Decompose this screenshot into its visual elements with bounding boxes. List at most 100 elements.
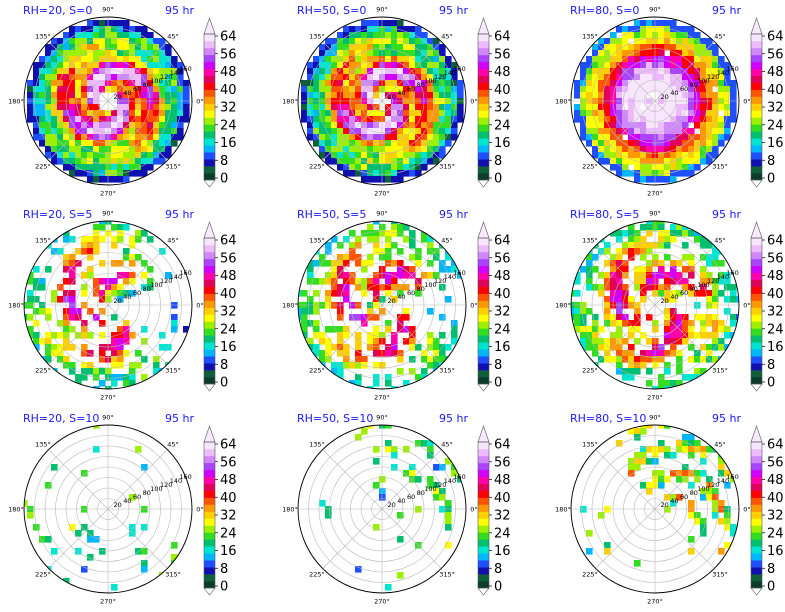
field-cell <box>664 326 671 333</box>
field-cell <box>403 56 410 63</box>
field-cell <box>367 308 374 315</box>
field-cell <box>445 92 452 99</box>
colorbar-tick-label: 0 <box>767 580 775 595</box>
field-cell <box>427 338 434 345</box>
field-cell <box>343 56 350 63</box>
field-cell <box>694 230 701 237</box>
field-cell <box>700 272 707 279</box>
field-cell <box>391 242 398 249</box>
field-cell <box>445 524 452 531</box>
field-cell <box>724 332 731 339</box>
field-cell <box>580 86 587 93</box>
colorbar-tick-label: 24 <box>220 526 237 541</box>
field-cell <box>349 110 356 117</box>
field-cell <box>39 92 46 99</box>
field-cell <box>610 146 617 153</box>
field-cell <box>682 134 689 141</box>
field-cell <box>634 362 641 369</box>
field-cell <box>325 92 332 99</box>
field-cell <box>337 122 344 129</box>
colorbar-tick-label: 0 <box>767 376 775 391</box>
field-cell <box>586 92 593 99</box>
field-cell <box>349 278 356 285</box>
field-cell <box>598 116 605 123</box>
field-cell <box>343 128 350 135</box>
field-cell <box>111 284 118 291</box>
field-cell <box>129 26 136 33</box>
field-cell <box>159 134 166 141</box>
field-cell <box>111 80 118 87</box>
field-cell <box>427 74 434 81</box>
field-cell <box>325 512 332 519</box>
field-cell <box>147 122 154 129</box>
field-cell <box>75 80 82 87</box>
field-cell <box>319 356 326 363</box>
field-cell <box>664 380 671 387</box>
field-cell <box>63 236 70 243</box>
field-cell <box>658 236 665 243</box>
radial-tick-label: 120 <box>160 481 172 489</box>
field-cell <box>361 278 368 285</box>
field-cell <box>616 320 623 327</box>
field-cell <box>123 146 130 153</box>
field-cell <box>724 80 731 87</box>
field-cell <box>439 146 446 153</box>
field-cell <box>313 260 320 267</box>
field-cell <box>105 32 112 39</box>
field-cell <box>397 284 404 291</box>
field-cell <box>730 314 737 321</box>
field-cell <box>700 356 707 363</box>
field-cell <box>718 98 725 105</box>
field-cell <box>391 221 398 225</box>
field-cell <box>367 170 374 177</box>
field-cell <box>385 236 392 243</box>
field-cell <box>664 26 671 33</box>
field-cell <box>664 494 671 501</box>
field-cell <box>694 122 701 129</box>
field-cell <box>574 116 581 123</box>
field-cell <box>604 296 611 303</box>
field-cell <box>616 68 623 75</box>
field-cell <box>57 140 64 147</box>
field-cell <box>706 44 713 51</box>
field-cell <box>343 170 350 177</box>
field-cell <box>51 80 58 87</box>
colorbar-tick-label: 40 <box>220 287 237 302</box>
field-cell <box>694 98 701 105</box>
field-cell <box>51 104 58 111</box>
field-cell <box>646 242 653 249</box>
field-cell <box>439 80 446 87</box>
radial-tick-label: 20 <box>114 501 122 509</box>
colorbar-segment <box>751 124 762 132</box>
field-cell <box>427 248 434 255</box>
field-cell <box>421 56 428 63</box>
field-cell <box>682 80 689 87</box>
field-cell <box>610 140 617 147</box>
field-cell <box>367 128 374 135</box>
radial-tick-label: 140 <box>170 273 182 281</box>
field-cell <box>433 350 440 357</box>
field-cell <box>658 221 665 225</box>
field-cell <box>706 38 713 45</box>
field-cell <box>664 104 671 111</box>
field-cell <box>718 122 725 129</box>
field-cell <box>331 326 338 333</box>
colorbar-tick-label: 8 <box>767 358 775 373</box>
field-cell <box>688 164 695 171</box>
field-cell <box>421 110 428 117</box>
field-cell <box>135 74 142 81</box>
field-cell <box>319 338 326 345</box>
field-cell <box>451 74 458 81</box>
field-cell <box>427 122 434 129</box>
field-cell <box>616 44 623 51</box>
field-cell <box>45 350 52 357</box>
field-cell <box>634 464 641 471</box>
field-cell <box>349 134 356 141</box>
field-cell <box>439 122 446 129</box>
field-cell <box>331 152 338 159</box>
colorbar-segment <box>478 307 489 315</box>
colorbar-tick-label: 64 <box>767 438 784 453</box>
colorbar-segment <box>478 300 489 308</box>
colorbar-segment <box>478 54 489 63</box>
field-cell <box>367 338 374 345</box>
